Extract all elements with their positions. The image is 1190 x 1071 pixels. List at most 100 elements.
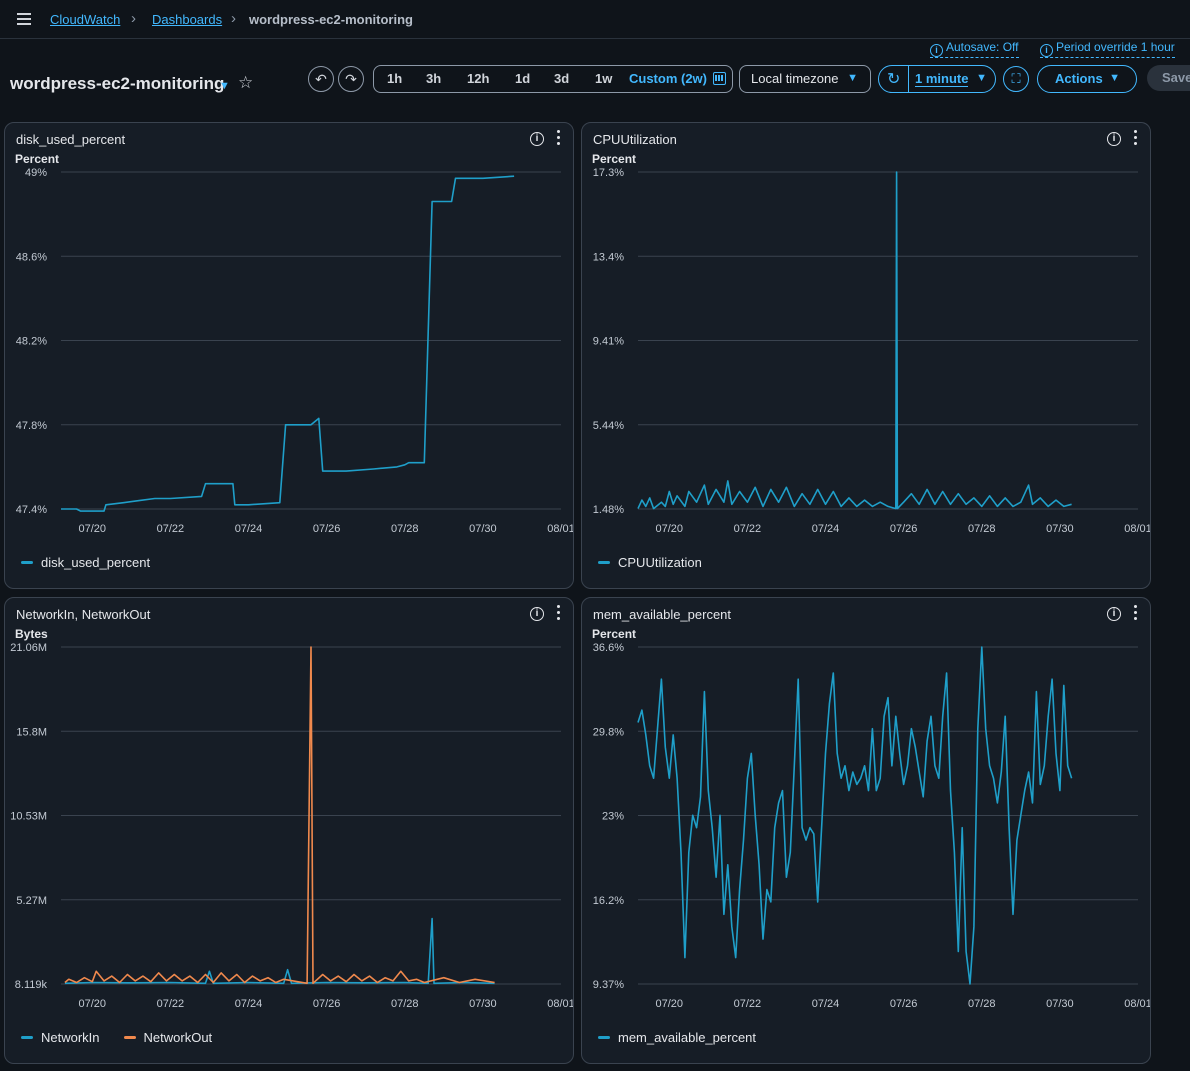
y-tick-label: 23% — [602, 811, 624, 823]
breadcrumb-cloudwatch[interactable]: CloudWatch — [50, 12, 121, 27]
range-1w[interactable]: 1w — [595, 71, 613, 86]
range-3h[interactable]: 3h — [426, 71, 442, 86]
y-tick-label: 17.3% — [593, 167, 624, 179]
legend-label: mem_available_percent — [618, 1030, 757, 1045]
y-tick-label: 9.37% — [593, 979, 624, 991]
timezone-value: Local timezone — [751, 71, 839, 86]
actions-button[interactable]: Actions ▼ — [1037, 65, 1137, 93]
widget-cpu-utilization: CPUUtilization i Percent 17.3% 13.4% 9.41% 5.4… — [581, 122, 1151, 589]
time-range-selector: 1h 3h 12h 1d 3d 1w Custom (2w) — [373, 65, 733, 93]
fullscreen-icon[interactable]: ⛶ — [1003, 66, 1029, 92]
info-icon[interactable]: i — [530, 132, 544, 146]
x-tick-label: 08/01 — [547, 523, 573, 535]
info-icon: i — [930, 44, 943, 57]
caret-down-icon: ▼ — [847, 72, 858, 84]
x-tick-label: 07/22 — [157, 523, 185, 535]
redo-button[interactable]: ↷ — [338, 66, 364, 92]
legend-item[interactable]: NetworkIn — [21, 1030, 100, 1045]
x-tick-label: 07/20 — [655, 523, 683, 535]
y-tick-label: 47.8% — [16, 420, 47, 432]
chevron-right-icon: › — [231, 10, 236, 27]
widget-title: mem_available_percent — [593, 607, 732, 622]
dashboard-title[interactable]: wordpress-ec2-monitoring — [10, 74, 225, 93]
x-tick-label: 07/22 — [734, 523, 762, 535]
info-icon[interactable]: i — [530, 607, 544, 621]
chart-legend: mem_available_percent — [598, 1030, 780, 1045]
refresh-divider — [908, 66, 909, 92]
breadcrumb-dashboards[interactable]: Dashboards — [152, 12, 223, 27]
y-tick-label: 49% — [25, 167, 47, 179]
undo-button[interactable]: ↶ — [308, 66, 334, 92]
legend-item[interactable]: CPUUtilization — [598, 555, 702, 570]
y-tick-label: 21.06M — [10, 642, 47, 654]
widget-disk-used-percent: disk_used_percent i Percent 49% 48.6% 48.2% 47… — [4, 122, 574, 589]
star-icon[interactable]: ☆ — [238, 73, 254, 92]
y-axis-unit: Bytes — [15, 627, 48, 641]
info-icon[interactable]: i — [1107, 132, 1121, 146]
more-options-icon[interactable] — [1134, 605, 1137, 620]
legend-label: NetworkIn — [41, 1030, 100, 1045]
legend-item[interactable]: mem_available_percent — [598, 1030, 756, 1045]
x-tick-label: 07/26 — [313, 523, 341, 535]
x-tick-label: 07/30 — [469, 523, 497, 535]
x-tick-label: 07/20 — [78, 523, 106, 535]
x-tick-label: 07/22 — [734, 998, 762, 1010]
y-tick-label: 36.6% — [593, 642, 624, 654]
widget-title: NetworkIn, NetworkOut — [16, 607, 151, 622]
menu-icon[interactable] — [17, 13, 31, 25]
range-custom[interactable]: Custom (2w) — [629, 71, 707, 86]
chart-legend: CPUUtilization — [598, 555, 726, 570]
x-tick-label: 07/28 — [968, 998, 996, 1010]
chart-plot: 36.6% 29.8% 23% 16.2% 9.37% 07/20 07/22 07/24 07… — [593, 642, 1150, 1010]
range-12h[interactable]: 12h — [467, 71, 490, 86]
x-tick-label: 08/01 — [1124, 523, 1150, 535]
x-tick-label: 07/28 — [391, 998, 419, 1010]
timezone-select[interactable]: Local timezone ▼ — [739, 65, 871, 93]
legend-item[interactable]: disk_used_percent — [21, 555, 150, 570]
more-options-icon[interactable] — [557, 605, 560, 620]
x-tick-label: 07/24 — [235, 998, 263, 1010]
widget-network-in-out: NetworkIn, NetworkOut i Bytes 21.06M 15.8M 10… — [4, 597, 574, 1064]
y-axis-unit: Percent — [592, 627, 637, 641]
more-options-icon[interactable] — [1134, 130, 1137, 145]
save-button[interactable]: Save — [1147, 65, 1190, 91]
refresh-icon[interactable]: ↻ — [887, 71, 901, 88]
x-tick-label: 07/24 — [812, 523, 840, 535]
caret-down-icon[interactable]: ▼ — [219, 80, 230, 92]
x-tick-label: 07/28 — [391, 523, 419, 535]
y-tick-label: 47.4% — [16, 504, 47, 516]
period-override-toggle[interactable]: i Period override 1 hour — [1040, 40, 1175, 58]
series-line-mem-available-percent — [637, 646, 1073, 985]
legend-item[interactable]: NetworkOut — [123, 1030, 212, 1045]
info-icon[interactable]: i — [1107, 607, 1121, 621]
save-label: Save — [1162, 70, 1190, 85]
x-tick-label: 08/01 — [1124, 998, 1150, 1010]
y-tick-label: 9.41% — [593, 336, 624, 348]
actions-label: Actions — [1055, 71, 1103, 86]
chart-plot: 49% 48.6% 48.2% 47.8% 47.4% 07/20 07/22 07/24 07… — [16, 167, 573, 535]
x-tick-label: 07/30 — [1046, 998, 1074, 1010]
range-3d[interactable]: 3d — [554, 71, 570, 86]
refresh-interval-value[interactable]: 1 minute — [915, 71, 969, 87]
caret-down-icon[interactable]: ▼ — [976, 72, 987, 84]
x-tick-label: 07/22 — [157, 998, 185, 1010]
series-line-networkout — [64, 646, 495, 985]
range-1d[interactable]: 1d — [515, 71, 531, 86]
y-tick-label: 16.2% — [593, 895, 624, 907]
x-tick-label: 07/30 — [469, 998, 497, 1010]
y-tick-label: 29.8% — [593, 726, 624, 738]
refresh-control[interactable]: ↻ 1 minute ▼ — [878, 65, 996, 93]
legend-swatch — [21, 1036, 33, 1039]
y-tick-label: 8.119k — [15, 979, 48, 991]
legend-label: disk_used_percent — [41, 555, 151, 570]
y-tick-label: 1.48% — [593, 504, 624, 516]
more-options-icon[interactable] — [557, 130, 560, 145]
x-tick-label: 07/26 — [890, 523, 918, 535]
info-icon: i — [1040, 44, 1053, 57]
calendar-icon[interactable] — [713, 72, 726, 85]
y-tick-label: 5.44% — [593, 420, 624, 432]
autosave-toggle[interactable]: i Autosave: Off — [930, 40, 1019, 58]
range-1h[interactable]: 1h — [387, 71, 403, 86]
y-tick-label: 48.6% — [16, 251, 47, 263]
chart-plot: 17.3% 13.4% 9.41% 5.44% 1.48% 07/20 07/22 07/24… — [593, 167, 1150, 535]
